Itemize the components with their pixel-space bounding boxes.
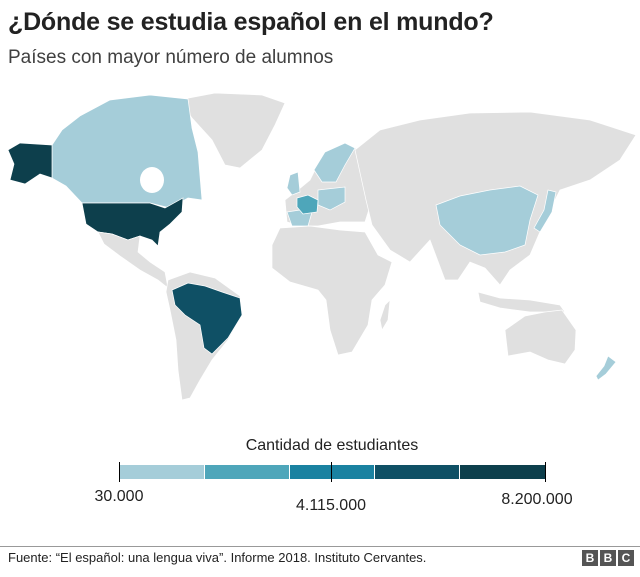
- region-indonesia: [477, 291, 566, 313]
- region-alaska: [7, 142, 53, 185]
- region-madagascar: [379, 299, 391, 331]
- region-canada: [51, 94, 203, 209]
- legend-max-label: 8.200.000: [501, 491, 573, 508]
- region-brazil: [171, 282, 243, 355]
- footer-divider: [0, 546, 640, 547]
- page-subtitle: Países con mayor número de alumnos: [8, 47, 334, 68]
- region-australia: [504, 309, 577, 365]
- region-africa: [271, 225, 393, 356]
- source-note: Fuente: “El español: una lengua viva”. I…: [8, 550, 427, 565]
- region-greenland: [177, 92, 286, 169]
- region-japan: [533, 189, 557, 233]
- region-france: [296, 194, 319, 215]
- region-scandinavia: [313, 142, 356, 183]
- legend-bin-2: [205, 465, 289, 479]
- legend-bin-4: [375, 465, 459, 479]
- region-mexico-central-america: [97, 231, 169, 289]
- region-new-zealand: [595, 355, 617, 381]
- legend-title: Cantidad de estudiantes: [245, 437, 419, 454]
- region-china: [435, 185, 539, 256]
- region-uk: [286, 171, 301, 196]
- legend-bin-5: [460, 465, 545, 479]
- legend-min-label: 30.000: [94, 488, 144, 505]
- legend-bar: [119, 462, 546, 482]
- region-spain: [286, 209, 313, 227]
- page-title: ¿Dónde se estudia español en el mundo?: [8, 8, 494, 36]
- legend-bin-1: [120, 465, 204, 479]
- hudson-bay: [140, 167, 164, 193]
- legend-mid-label: 4.115.000: [296, 497, 366, 514]
